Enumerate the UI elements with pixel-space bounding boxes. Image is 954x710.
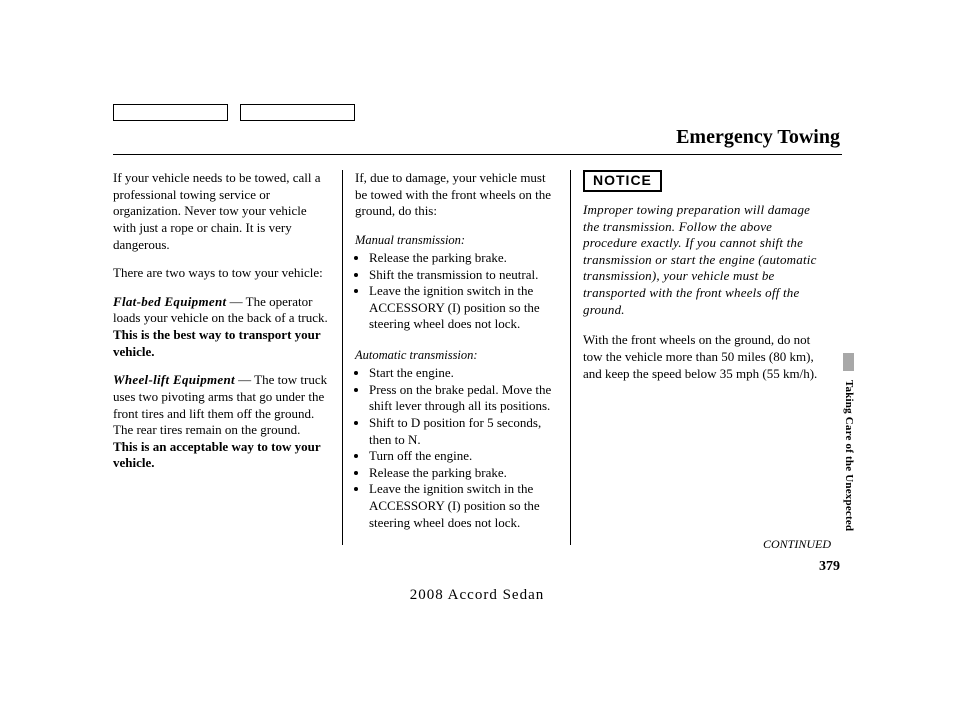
title-rule [113,154,842,155]
col1-wheellift: Wheel-lift Equipment — The tow truck use… [113,372,328,472]
col1-two-ways: There are two ways to tow your vehicle: [113,265,328,282]
nav-box-2[interactable] [240,104,355,121]
list-item: Leave the ignition switch in the ACCESSO… [369,283,556,333]
manual-heading: Manual transmission: [355,232,556,248]
column-1: If your vehicle needs to be towed, call … [113,170,342,545]
list-item: Release the parking brake. [369,250,556,267]
wheel-label: Wheel-lift Equipment [113,372,235,387]
flatbed-label: Flat-bed Equipment [113,294,226,309]
side-tab-label: Taking Care of the Unexpected [843,380,855,531]
manual-list: Release the parking brake. Shift the tra… [355,250,556,333]
page-number: 379 [819,559,840,575]
auto-heading: Automatic transmission: [355,347,556,363]
continued-label: CONTINUED [763,537,831,552]
col3-limits: With the front wheels on the ground, do … [583,332,828,382]
side-tab: Taking Care of the Unexpected [840,372,854,535]
list-item: Press on the brake pedal. Move the shift… [369,382,556,415]
column-3: NOTICE Improper towing preparation will … [570,170,842,545]
auto-list: Start the engine. Press on the brake ped… [355,365,556,531]
notice-badge: NOTICE [583,170,662,192]
page-title: Emergency Towing [676,126,840,149]
content-columns: If your vehicle needs to be towed, call … [113,170,842,545]
list-item: Turn off the engine. [369,448,556,465]
list-item: Shift to D position for 5 seconds, then … [369,415,556,448]
footer-model: 2008 Accord Sedan [0,587,954,604]
col1-flatbed: Flat-bed Equipment — The operator loads … [113,294,328,361]
list-item: Start the engine. [369,365,556,382]
flatbed-text-b: This is the best way to transport your v… [113,327,320,359]
wheel-text-b: This is an acceptable way to tow your ve… [113,439,320,471]
notice-text: Improper towing preparation will damage … [583,202,828,318]
column-2: If, due to damage, your vehicle must be … [342,170,570,545]
side-tab-marker [843,353,854,371]
nav-box-1[interactable] [113,104,228,121]
header-nav-boxes [113,104,355,121]
list-item: Shift the transmission to neutral. [369,267,556,284]
col2-intro: If, due to damage, your vehicle must be … [355,170,556,220]
list-item: Leave the ignition switch in the ACCESSO… [369,481,556,531]
page: Emergency Towing If your vehicle needs t… [0,0,954,710]
col1-intro: If your vehicle needs to be towed, call … [113,170,328,253]
list-item: Release the parking brake. [369,465,556,482]
